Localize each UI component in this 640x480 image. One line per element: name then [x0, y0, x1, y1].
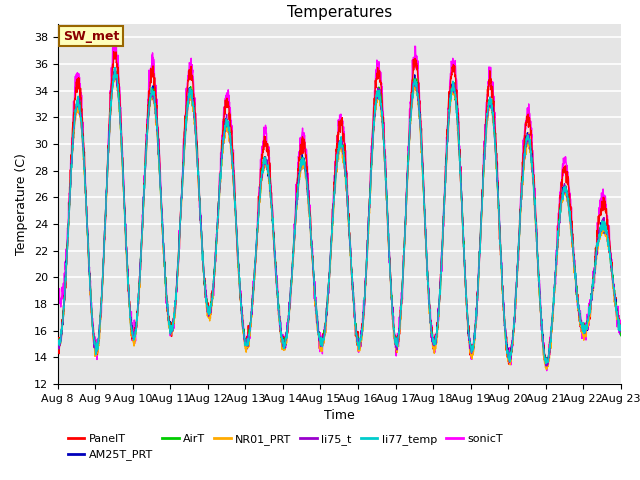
AirT	[356, 342, 364, 348]
Line: li77_temp: li77_temp	[58, 68, 621, 363]
PanelT	[543, 364, 550, 370]
Line: NR01_PRT: NR01_PRT	[58, 71, 621, 370]
li75_t	[211, 262, 219, 268]
AirT	[543, 364, 550, 370]
sonicT	[617, 328, 625, 334]
PanelT	[368, 148, 376, 154]
X-axis label: Time: Time	[324, 409, 355, 422]
AM25T_PRT	[111, 69, 119, 74]
Title: Temperatures: Temperatures	[287, 5, 392, 20]
AM25T_PRT	[54, 343, 61, 348]
NR01_PRT	[503, 351, 511, 357]
AM25T_PRT	[568, 227, 575, 232]
sonicT	[503, 343, 511, 348]
sonicT	[583, 312, 591, 317]
AirT	[583, 318, 591, 324]
li75_t	[583, 321, 591, 327]
li77_temp	[617, 324, 625, 330]
AM25T_PRT	[617, 327, 625, 333]
Y-axis label: Temperature (C): Temperature (C)	[15, 153, 28, 255]
li77_temp	[54, 339, 61, 345]
sonicT	[368, 135, 376, 141]
AirT	[617, 333, 625, 338]
li77_temp	[356, 336, 364, 341]
li75_t	[111, 65, 119, 71]
NR01_PRT	[543, 367, 550, 372]
AM25T_PRT	[356, 343, 364, 348]
li75_t	[54, 339, 61, 345]
NR01_PRT	[111, 68, 119, 73]
Line: sonicT: sonicT	[58, 40, 621, 371]
PanelT	[356, 341, 364, 347]
Legend: PanelT, AM25T_PRT, AirT, NR01_PRT, li75_t, li77_temp, sonicT: PanelT, AM25T_PRT, AirT, NR01_PRT, li75_…	[63, 430, 507, 465]
li75_t	[503, 346, 511, 352]
Line: AM25T_PRT: AM25T_PRT	[58, 72, 621, 366]
li77_temp	[368, 155, 376, 160]
AirT	[54, 343, 61, 348]
PanelT	[54, 344, 61, 349]
sonicT	[568, 204, 575, 210]
AM25T_PRT	[503, 342, 511, 348]
sonicT	[543, 368, 550, 373]
AirT	[368, 155, 376, 160]
li77_temp	[583, 324, 591, 330]
li75_t	[617, 326, 625, 332]
li77_temp	[542, 360, 550, 366]
li77_temp	[568, 231, 575, 237]
AirT	[503, 349, 511, 355]
NR01_PRT	[617, 328, 625, 334]
AM25T_PRT	[368, 152, 376, 158]
NR01_PRT	[356, 348, 364, 354]
Line: AirT: AirT	[58, 72, 621, 367]
li75_t	[543, 363, 551, 369]
Line: PanelT: PanelT	[58, 51, 621, 367]
PanelT	[617, 324, 625, 330]
NR01_PRT	[54, 342, 61, 348]
NR01_PRT	[568, 233, 575, 239]
AM25T_PRT	[583, 321, 591, 327]
li77_temp	[503, 350, 511, 356]
AirT	[112, 69, 120, 74]
AM25T_PRT	[543, 363, 550, 369]
li77_temp	[211, 261, 219, 266]
Line: li75_t: li75_t	[58, 68, 621, 366]
AM25T_PRT	[211, 265, 219, 271]
sonicT	[54, 269, 61, 275]
li75_t	[368, 154, 376, 159]
sonicT	[110, 37, 118, 43]
NR01_PRT	[583, 326, 591, 332]
NR01_PRT	[368, 157, 376, 163]
li75_t	[356, 342, 364, 348]
sonicT	[356, 341, 364, 347]
PanelT	[211, 264, 219, 270]
sonicT	[211, 263, 219, 269]
NR01_PRT	[211, 265, 219, 271]
Text: SW_met: SW_met	[63, 30, 120, 43]
PanelT	[583, 320, 591, 326]
AirT	[211, 259, 219, 264]
PanelT	[503, 354, 511, 360]
li75_t	[568, 227, 575, 232]
AirT	[568, 230, 575, 236]
PanelT	[568, 225, 575, 230]
PanelT	[110, 48, 118, 54]
li77_temp	[111, 65, 119, 71]
